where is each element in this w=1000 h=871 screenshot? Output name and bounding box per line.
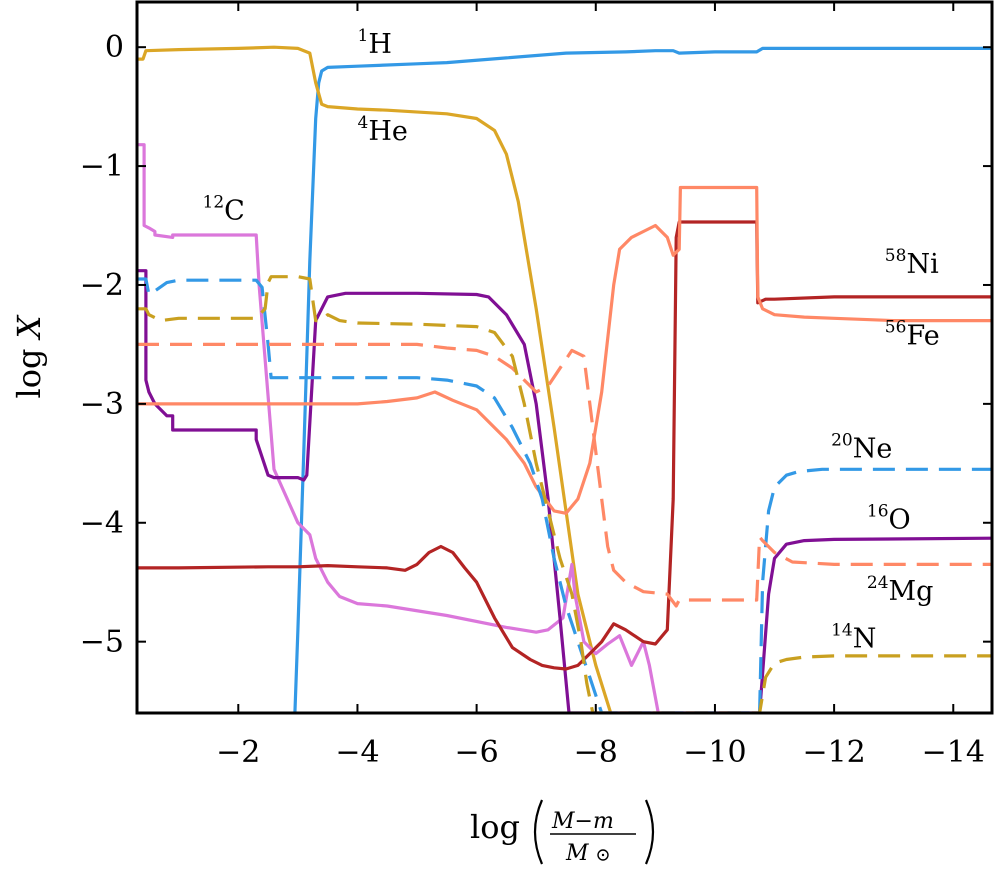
svg-text:M−m: M−m [551,809,614,834]
x-tick-label: −4 [335,735,379,770]
y-tick-label: −4 [80,506,124,541]
series-label-14N: 14N [831,621,876,655]
series-line-14N [137,275,992,713]
y-tick-label: −2 [80,268,124,303]
x-tick-label: −12 [802,735,865,770]
svg-text:log X: log X [10,314,48,398]
series-label-20Ne: 20Ne [831,430,892,464]
series-labels: 1H 4He 12C 58Ni 56Fe 20Ne 16O 24Mg 14N [203,26,940,655]
series-curves [137,45,992,713]
series-line-1H [293,46,992,713]
series-line-56Fe [137,185,992,515]
y-tick-label: −3 [80,387,124,422]
x-axis-title: log M−m M [470,799,655,866]
series-line-58Ni [137,220,992,671]
x-axis-ticks: −2 −4 −6 −8 −10 −12 −14 [216,2,985,770]
series-label-16O: 16O [867,502,911,536]
series-line-20Ne [137,277,992,713]
svg-text:M: M [565,841,589,866]
series-label-24Mg: 24Mg [867,573,934,607]
x-tick-label: −2 [216,735,260,770]
x-tick-label: −6 [454,735,498,770]
series-label-1H: 1H [358,26,392,60]
series-line-16O [137,269,992,713]
x-tick-label: −8 [574,735,618,770]
series-label-58Ni: 58Ni [885,246,939,280]
y-axis-ticks: 0 −1 −2 −3 −4 −5 [80,30,992,660]
series-line-4He [137,45,613,713]
svg-text:log: log [470,808,520,846]
series-line-12C [137,143,660,713]
x-tick-label: −10 [683,735,746,770]
series-label-56Fe: 56Fe [885,317,940,351]
y-tick-label: −1 [80,149,124,184]
plot-frame [135,0,994,715]
x-tick-label: −14 [922,735,985,770]
series-label-12C: 12C [203,193,245,227]
y-tick-label: −5 [80,625,124,660]
series-line-24Mg [137,342,992,608]
y-axis-title: log X [10,314,48,398]
series-label-4He: 4He [358,113,408,147]
y-tick-label: 0 [105,30,124,65]
